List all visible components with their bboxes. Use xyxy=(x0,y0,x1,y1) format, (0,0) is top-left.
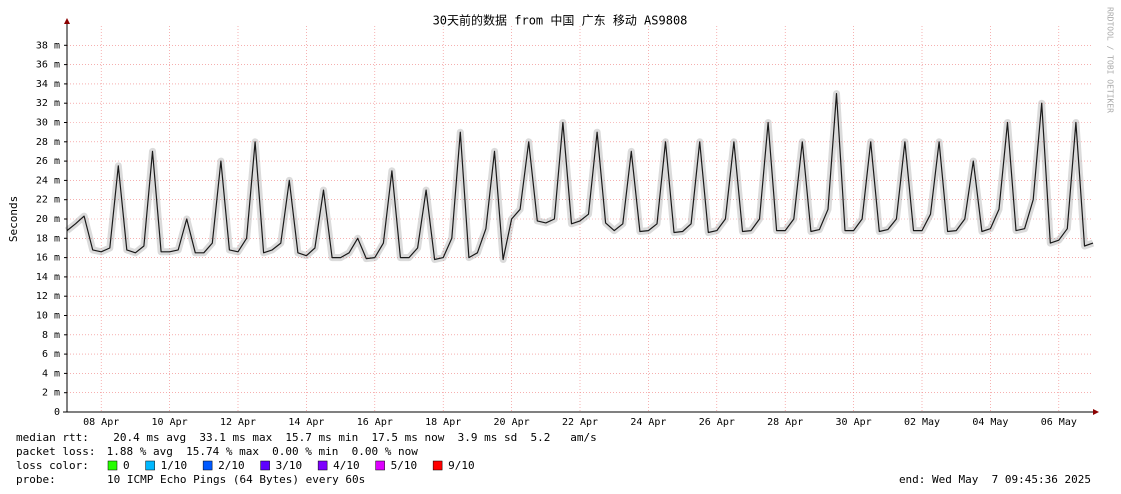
watermark: RRDTOOL / TOBI OETIKER xyxy=(1106,7,1115,113)
x-tick-label: 26 Apr xyxy=(699,417,735,428)
x-tick-label: 02 May xyxy=(904,417,940,428)
y-tick-label: 10 m xyxy=(36,311,60,322)
loss-label: 5/10 xyxy=(391,459,418,472)
plot-area xyxy=(64,26,1095,412)
loss-swatch xyxy=(145,460,155,471)
probe-text: 10 ICMP Echo Pings (64 Bytes) every 60s xyxy=(107,473,365,486)
loss-swatch xyxy=(202,460,213,471)
x-tick-label: 08 Apr xyxy=(83,417,119,428)
loss-label: 9/10 xyxy=(448,459,475,472)
x-tick-label: 12 Apr xyxy=(220,417,256,428)
x-tick-label: 04 May xyxy=(972,417,1008,428)
loss-label: 4/10 xyxy=(333,459,360,472)
y-tick-label: 2 m xyxy=(42,388,60,399)
y-tick-label: 32 m xyxy=(36,98,60,109)
packet-loss-label: packet loss: xyxy=(16,445,95,458)
loss-color-label: loss color: xyxy=(16,459,89,472)
x-tick-label: 14 Apr xyxy=(288,417,324,428)
y-tick-label: 20 m xyxy=(36,214,60,225)
y-tick-label: 12 m xyxy=(36,291,60,302)
y-tick-label: 4 m xyxy=(42,368,60,379)
loss-label: 0 xyxy=(123,459,130,472)
loss-swatch xyxy=(107,460,118,471)
y-tick-label: 26 m xyxy=(36,156,60,167)
y-tick-label: 16 m xyxy=(36,253,60,264)
x-tick-label: 10 Apr xyxy=(152,417,188,428)
axis-arrow xyxy=(64,18,70,24)
chart-title: 30天前的数据 from 中国 广东 移动 AS9808 xyxy=(433,13,688,28)
y-tick-label: 24 m xyxy=(36,175,60,186)
y-axis-label: Seconds xyxy=(7,196,20,242)
loss-swatch xyxy=(375,460,385,471)
loss-label: 2/10 xyxy=(218,459,245,472)
x-tick-label: 18 Apr xyxy=(425,417,461,428)
y-tick-label: 14 m xyxy=(36,272,60,283)
y-tick-label: 38 m xyxy=(36,40,60,51)
loss-label: 3/10 xyxy=(276,459,303,472)
loss-swatch xyxy=(317,460,328,471)
x-tick-label: 16 Apr xyxy=(357,417,393,428)
end-text: end: Wed May 7 09:45:36 2025 xyxy=(899,473,1091,486)
loss-swatch xyxy=(260,460,270,471)
median-line xyxy=(66,93,1094,261)
y-tick-label: 28 m xyxy=(36,137,60,148)
x-tick-label: 06 May xyxy=(1041,417,1077,428)
x-tick-label: 24 Apr xyxy=(630,417,666,428)
y-tick-label: 0 xyxy=(54,407,60,418)
axis-arrow xyxy=(1093,409,1099,415)
y-tick-label: 34 m xyxy=(36,79,60,90)
packet-loss-stats: 1.88 % avg 15.74 % max 0.00 % min 0.00 %… xyxy=(100,445,418,458)
y-tick-label: 30 m xyxy=(36,118,60,129)
x-tick-label: 30 Apr xyxy=(836,417,872,428)
probe-label: probe: xyxy=(16,473,56,486)
y-tick-label: 22 m xyxy=(36,195,60,206)
y-tick-label: 8 m xyxy=(42,330,60,341)
x-tick-label: 20 Apr xyxy=(494,417,530,428)
loss-label: 1/10 xyxy=(161,459,188,472)
y-tick-label: 18 m xyxy=(36,233,60,244)
median-stats: 20.4 ms avg 33.1 ms max 15.7 ms min 17.5… xyxy=(100,431,597,444)
x-tick-label: 22 Apr xyxy=(562,417,598,428)
x-tick-label: 28 Apr xyxy=(767,417,803,428)
median-label: median rtt: xyxy=(16,431,89,444)
loss-swatch xyxy=(432,460,443,471)
y-tick-label: 6 m xyxy=(42,349,60,360)
y-tick-label: 36 m xyxy=(36,60,60,71)
